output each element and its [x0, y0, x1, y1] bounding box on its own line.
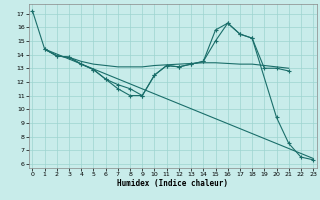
X-axis label: Humidex (Indice chaleur): Humidex (Indice chaleur) [117, 179, 228, 188]
